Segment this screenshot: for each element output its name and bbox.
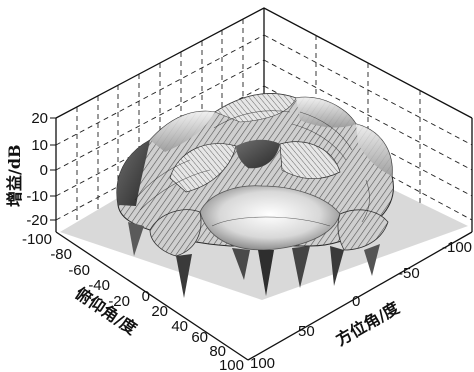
y-tick-label: 0 [352,293,360,310]
z-tick-label: -10 [26,188,48,205]
x-tick-label: 100 [219,357,244,372]
x-tick-label: -20 [108,293,130,310]
x-tick-label: 40 [171,318,188,335]
z-axis: 20 10 0 -10 -20 增益/dB [5,110,56,229]
floor-frame [55,231,473,361]
x-tick-label: 0 [142,288,150,305]
y-tick-label: -100 [442,239,472,256]
grid-walls [55,7,473,232]
x-tick-label: -80 [50,246,72,263]
x-tick-label: 60 [191,329,208,346]
x-tick-label: 20 [151,303,168,320]
z-tick-label: 10 [31,137,48,154]
y-tick-label: -50 [398,265,420,282]
x-tick-label: -40 [88,277,110,294]
surface [60,93,468,300]
z-tick-label: -20 [26,212,48,229]
z-axis-label: 增益/dB [5,144,24,207]
x-tick-label: -60 [68,262,90,279]
z-tick-label: 20 [31,110,48,127]
x-tick-label: 80 [209,343,226,360]
y-tick-label: 50 [298,323,315,340]
y-tick-label: 100 [250,355,275,372]
x-tick-label: -100 [22,231,52,248]
z-tick-label: 0 [40,162,48,179]
